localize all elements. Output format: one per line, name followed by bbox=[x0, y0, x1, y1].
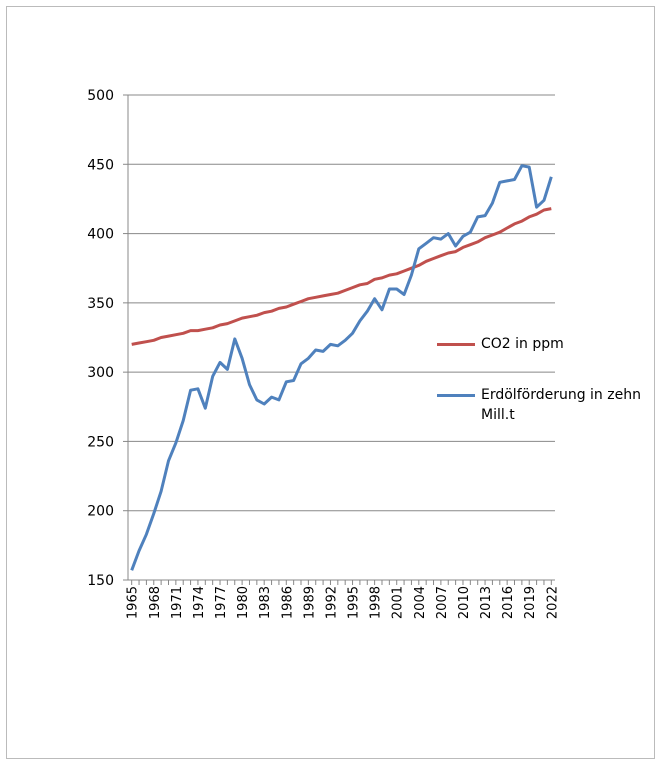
x-tick-label: 2010 bbox=[457, 586, 472, 619]
x-tick-label: 1989 bbox=[302, 586, 317, 619]
x-tick-label: 1965 bbox=[126, 586, 141, 619]
series-line bbox=[131, 207, 552, 346]
legend-swatch bbox=[437, 343, 475, 346]
x-tick-label: 1983 bbox=[258, 586, 273, 619]
x-tick-label: 2001 bbox=[391, 586, 406, 619]
y-tick-label: 500 bbox=[87, 88, 114, 104]
x-tick-label: 2007 bbox=[435, 586, 450, 619]
x-tick-label: 2013 bbox=[479, 586, 494, 619]
x-tick-label: 1986 bbox=[280, 586, 295, 619]
y-tick-label: 150 bbox=[87, 573, 114, 589]
x-tick-label: 1992 bbox=[324, 586, 339, 619]
chart-frame bbox=[6, 6, 655, 759]
legend-label: Erdölförderung in zehn Mill.t bbox=[481, 387, 641, 423]
y-tick-label: 200 bbox=[87, 504, 114, 520]
x-tick-label: 1998 bbox=[369, 586, 384, 619]
x-tick-label: 1974 bbox=[192, 586, 207, 619]
x-tick-label: 1968 bbox=[148, 586, 163, 619]
y-tick-label: 300 bbox=[87, 365, 114, 381]
x-tick-label: 2022 bbox=[545, 586, 560, 619]
x-tick-label: 2019 bbox=[523, 586, 538, 619]
x-tick-label: 1971 bbox=[170, 586, 185, 619]
x-tick-label: 1995 bbox=[347, 586, 362, 619]
x-tick-label: 1977 bbox=[214, 586, 229, 619]
series-line bbox=[130, 164, 553, 571]
legend-swatch bbox=[437, 394, 475, 397]
legend-label: CO2 in ppm bbox=[481, 336, 564, 352]
x-tick-label: 2016 bbox=[501, 586, 516, 619]
y-tick-label: 400 bbox=[87, 227, 114, 243]
y-tick-label: 350 bbox=[87, 296, 114, 312]
y-tick-label: 250 bbox=[87, 434, 114, 450]
x-tick-label: 1980 bbox=[236, 586, 251, 619]
y-tick-label: 450 bbox=[87, 157, 114, 173]
x-tick-label: 2004 bbox=[413, 586, 428, 619]
